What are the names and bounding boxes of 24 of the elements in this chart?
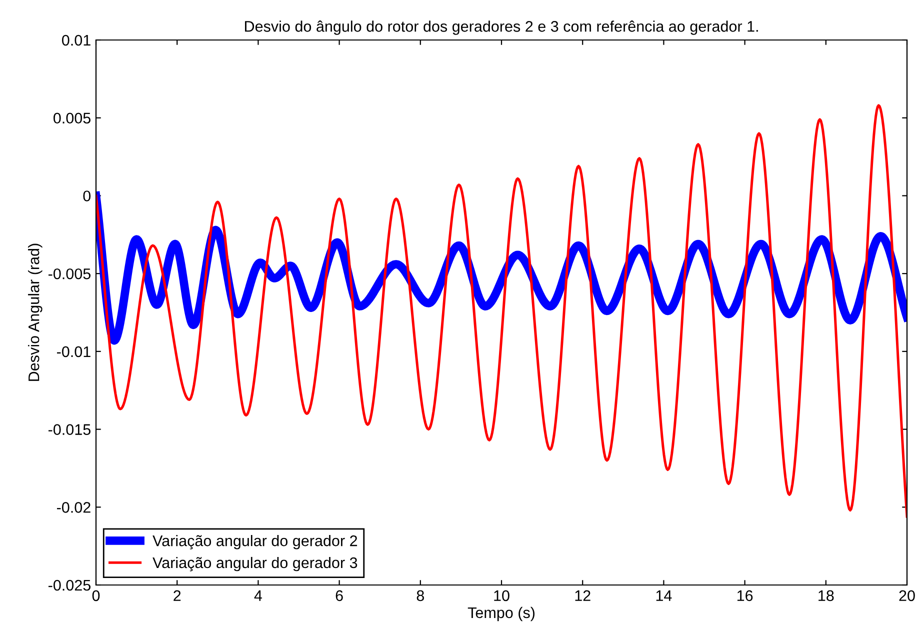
x-tick-label: 10 xyxy=(494,590,510,602)
x-tick-label: 8 xyxy=(416,590,424,602)
x-tick-label: 0 xyxy=(92,590,100,602)
x-tick-label: 2 xyxy=(174,590,181,601)
legend-label: Variação angular do gerador 3 xyxy=(152,556,358,572)
y-tick-label: -0.01 xyxy=(57,346,90,358)
x-tick-label: 6 xyxy=(336,590,343,602)
x-tick-label: 20 xyxy=(899,590,915,602)
x-tick-label: 16 xyxy=(737,590,753,602)
legend-label: Variação angular do gerador 2 xyxy=(152,534,358,550)
y-tick-label: 0.01 xyxy=(62,34,90,46)
y-tick-label: 0.005 xyxy=(54,112,90,124)
y-tick-label: 0 xyxy=(83,190,91,202)
x-tick-label: 12 xyxy=(575,590,590,601)
chart-title: Desvio do ângulo do rotor dos geradores 2 e 3 com referência ao gerador 1. xyxy=(245,20,758,35)
y-tick-label: -0.025 xyxy=(48,580,91,591)
x-tick-label: 14 xyxy=(656,590,672,601)
y-axis-title: Desvio Angular (rad) xyxy=(28,244,42,381)
y-tick-label: -0.005 xyxy=(48,268,91,280)
y-tick-label: -0.02 xyxy=(57,502,90,513)
x-tick-label: 4 xyxy=(254,590,262,601)
y-tick-label: -0.015 xyxy=(48,424,91,435)
x-tick-label: 18 xyxy=(818,590,834,602)
x-axis-title: Tempo (s) xyxy=(468,606,535,622)
